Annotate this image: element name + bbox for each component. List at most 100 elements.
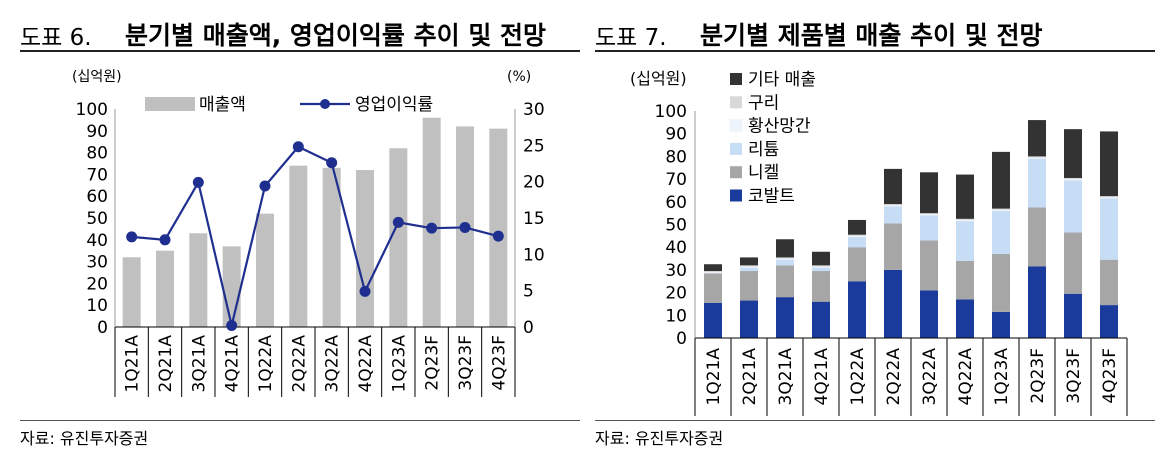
margin-point [159, 234, 171, 246]
x-tick-label: 3Q22A [323, 335, 343, 393]
figure-6-panel: 도표 6. 분기별 매출액, 영업이익률 추이 및 전망 (십억원) (%) 0 10… [20, 0, 580, 472]
title-divider [595, 50, 1155, 52]
y-tick-left: 0 [97, 318, 108, 338]
stack-segment-황산망간 [848, 235, 866, 237]
y-tick-left: 80 [86, 144, 108, 164]
stack-segment-니켈 [956, 260, 974, 300]
stack-segment-리튬 [1064, 180, 1082, 233]
stack-segment-코발트 [740, 300, 758, 338]
margin-point [226, 320, 238, 332]
stack-segment-기타 매출 [740, 257, 758, 266]
x-tick-label: 2Q23F [1028, 348, 1048, 404]
margin-line [131, 145, 499, 326]
x-tick-label: 4Q21A [223, 335, 243, 393]
x-tick-label: 1Q22A [256, 335, 276, 393]
revenue-margin-chart: (십억원) (%)01020304050607080901000510152025… [72, 69, 545, 397]
revenue-bar [189, 233, 208, 327]
y-tick-left: 70 [86, 165, 108, 185]
stack-segment-니켈 [1028, 207, 1046, 267]
margin-point [392, 216, 404, 228]
x-tick-label: 4Q22A [356, 335, 376, 393]
x-tick-label: 2Q22A [884, 348, 904, 406]
y-tick-left: 30 [86, 253, 108, 273]
stack-segment-니켈 [884, 223, 902, 270]
y-tick-left: 60 [86, 187, 108, 207]
stack-segment-황산망간 [1064, 179, 1082, 181]
x-tick-label: 3Q23F [456, 335, 476, 391]
stack-segment-리튬 [848, 236, 866, 248]
legend-label: 구리 [748, 93, 779, 113]
stack-segment-기타 매출 [1028, 120, 1046, 157]
legend-margin-marker [320, 99, 330, 109]
stack-segment-니켈 [776, 265, 794, 298]
y-tick-left: 90 [86, 122, 108, 142]
x-tick-label: 1Q22A [848, 348, 868, 406]
stack-segment-니켈 [1064, 232, 1082, 294]
stack-segment-황산망간 [776, 258, 794, 260]
stack-segment-니켈 [812, 271, 830, 302]
y-tick-right: 20 [523, 173, 545, 193]
x-tick-label: 3Q21A [776, 348, 796, 406]
source-divider [20, 420, 580, 421]
stack-segment-구리 [920, 213, 938, 215]
legend-swatch [730, 73, 742, 85]
stack-segment-구리 [1064, 177, 1082, 180]
stack-segment-리튬 [740, 267, 758, 272]
stack-segment-니켈 [992, 254, 1010, 312]
revenue-bar [356, 170, 374, 327]
stack-segment-기타 매출 [704, 264, 722, 272]
revenue-bar [389, 148, 408, 327]
stack-segment-구리 [884, 204, 902, 206]
legend-label: 기타 매출 [748, 70, 816, 90]
x-tick-label: 2Q23F [423, 335, 443, 391]
stack-segment-구리 [992, 208, 1010, 210]
figure-7-number: 도표 7. [595, 25, 667, 51]
legend-label: 리튬 [748, 140, 779, 160]
y-tick: 30 [665, 261, 687, 281]
revenue-bar [489, 128, 508, 327]
y-tick-right: 15 [523, 209, 545, 229]
stack-segment-구리 [848, 234, 866, 236]
stack-segment-구리 [776, 257, 794, 259]
revenue-bar [256, 213, 274, 327]
stack-segment-기타 매출 [812, 251, 830, 266]
revenue-bar [156, 250, 174, 327]
stack-segment-리튬 [920, 215, 938, 241]
x-tick-label: 3Q23F [1064, 348, 1084, 404]
figure-7-title: 분기별 제품별 매출 추이 및 전망 [700, 21, 1043, 50]
margin-point [359, 285, 371, 297]
stack-segment-구리 [704, 271, 722, 273]
title-divider [20, 50, 580, 52]
legend-revenue-label: 매출액 [199, 95, 246, 115]
margin-point [326, 157, 338, 169]
legend-label: 니켈 [748, 163, 779, 183]
x-tick-label: 1Q21A [123, 335, 143, 393]
revenue-bar [122, 257, 141, 327]
y-tick: 20 [665, 284, 687, 304]
stack-segment-코발트 [884, 269, 902, 338]
legend-swatch [729, 119, 743, 133]
x-tick-label: 4Q23F [489, 335, 509, 391]
legend-revenue-swatch [145, 97, 195, 111]
figure-7-panel: 도표 7. 분기별 제품별 매출 추이 및 전망 (십억원) 0 10 20 30 40 5… [595, 0, 1155, 472]
y-tick: 40 [665, 238, 687, 258]
x-tick-label: 3Q22A [920, 348, 940, 406]
y-tick-left: 10 [86, 296, 108, 316]
stack-segment-코발트 [776, 297, 794, 338]
legend-margin-label: 영업이익률 [355, 95, 433, 115]
stack-segment-구리 [812, 265, 830, 267]
y-tick-right: 25 [523, 136, 545, 156]
margin-point [126, 231, 138, 243]
source-divider [595, 420, 1155, 421]
y-tick: 90 [665, 125, 687, 145]
x-tick-label: 2Q21A [740, 348, 760, 406]
legend-swatch [730, 96, 742, 109]
legend-label: 코발트 [748, 187, 795, 207]
stack-segment-구리 [956, 218, 974, 220]
source-note: 자료: 유진투자증권 [595, 429, 724, 448]
stack-segment-코발트 [848, 281, 866, 338]
stack-segment-코발트 [956, 299, 974, 338]
figure-6-title-row: 도표 6. 분기별 매출액, 영업이익률 추이 및 전망 [20, 10, 580, 51]
figure-6-title: 분기별 매출액, 영업이익률 추이 및 전망 [125, 21, 547, 50]
